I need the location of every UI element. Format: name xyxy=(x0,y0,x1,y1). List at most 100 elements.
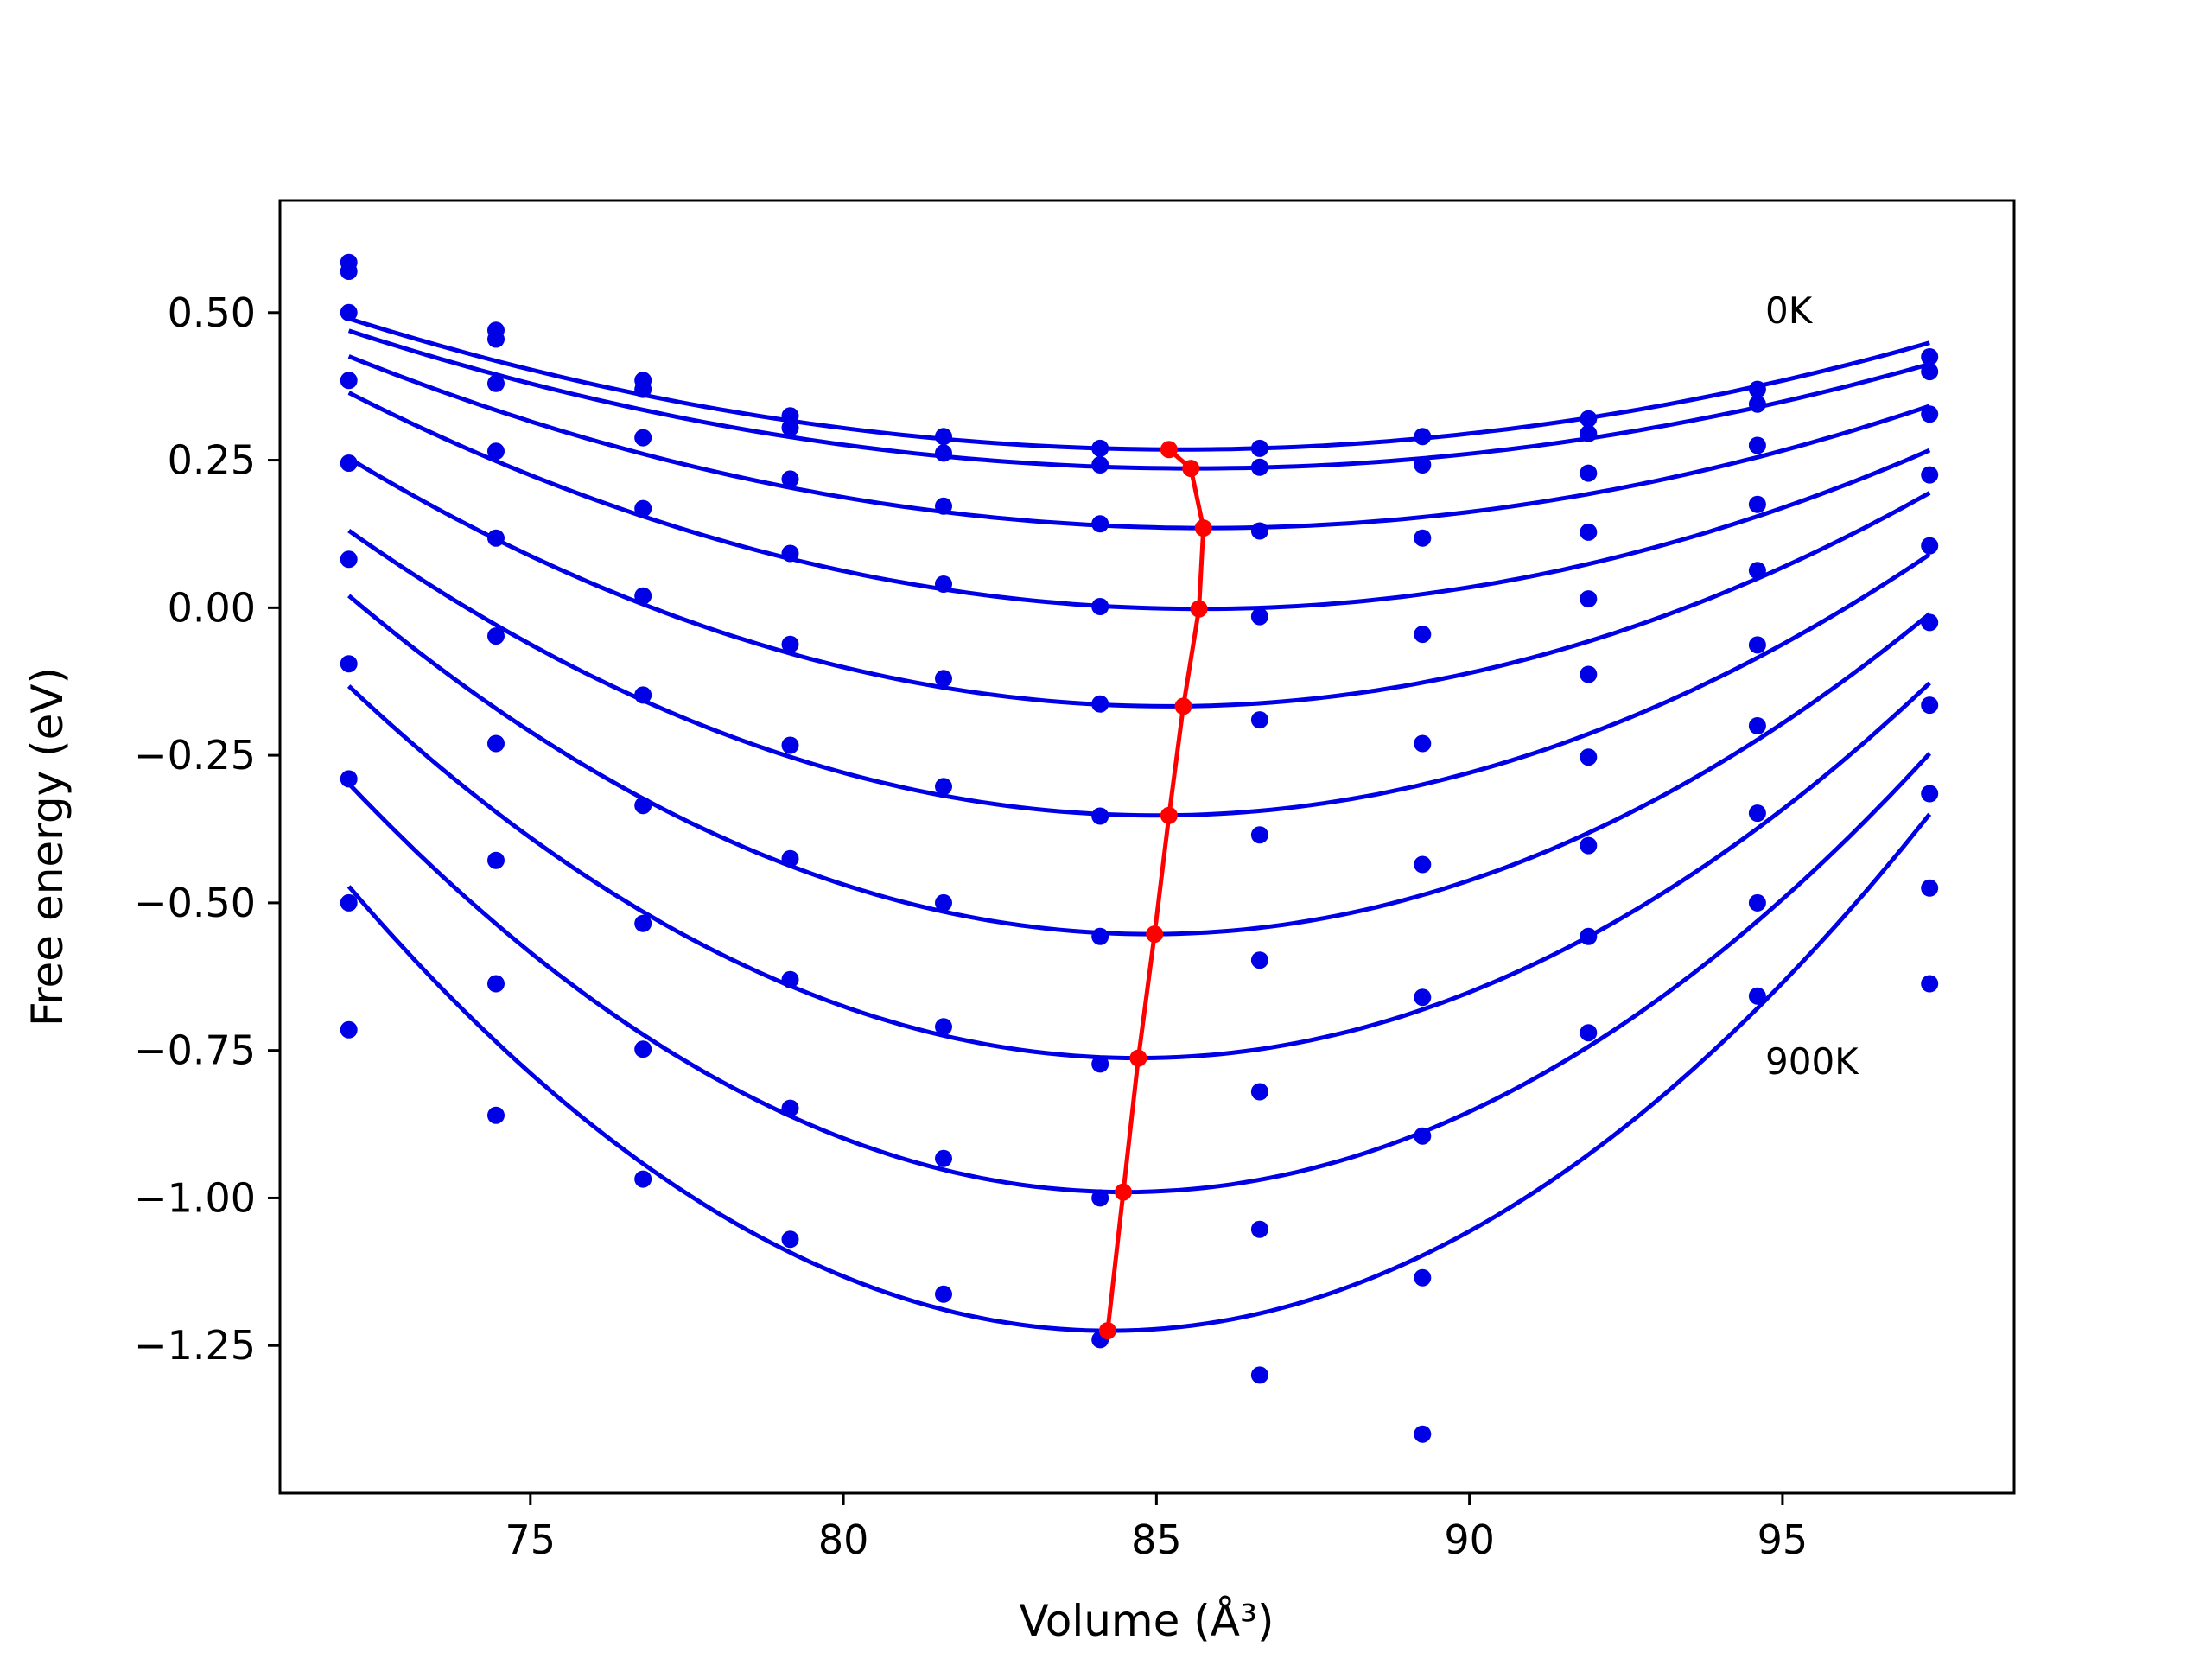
minimum-point xyxy=(1129,1049,1147,1067)
data-point xyxy=(1250,522,1268,540)
x-axis-label: Volume (Å³) xyxy=(1019,1596,1274,1646)
data-point xyxy=(781,849,799,868)
data-point xyxy=(1250,1220,1268,1238)
data-point xyxy=(781,544,799,563)
data-point xyxy=(1091,1055,1109,1073)
y-tick-label: 0.50 xyxy=(168,289,256,336)
y-tick-label: −0.25 xyxy=(134,732,256,779)
data-point xyxy=(487,975,505,993)
data-point xyxy=(1748,636,1766,654)
data-point xyxy=(634,499,652,518)
data-point xyxy=(487,374,505,392)
data-point xyxy=(487,851,505,869)
data-point xyxy=(1748,495,1766,513)
data-point xyxy=(340,893,358,912)
minimum-point xyxy=(1098,1322,1116,1340)
data-point xyxy=(1748,717,1766,734)
y-tick-label: −0.50 xyxy=(134,880,256,926)
data-point xyxy=(935,893,952,912)
y-tick-label: 0.25 xyxy=(168,437,256,484)
plot-frame xyxy=(278,199,2016,1495)
fit-curve-4 xyxy=(347,456,1931,709)
data-point xyxy=(487,734,505,753)
data-point xyxy=(1748,395,1766,413)
data-point xyxy=(935,1285,952,1303)
plot-marks xyxy=(340,253,1939,1443)
data-point xyxy=(1748,562,1766,580)
data-point xyxy=(1414,988,1432,1007)
data-point xyxy=(935,1018,952,1036)
y-axis: 0.50 0.25 0.00 −0.25 −0.50 −0.75 −1.00 −1.25 xyxy=(134,289,280,1369)
fit-curve-1 xyxy=(347,328,1930,471)
data-point xyxy=(781,419,799,436)
data-point xyxy=(1414,1127,1432,1145)
minimum-point xyxy=(1160,441,1178,459)
data-point xyxy=(340,372,358,390)
minimum-point xyxy=(1146,925,1164,944)
data-point xyxy=(1748,893,1766,912)
data-point xyxy=(781,470,799,488)
data-point xyxy=(1921,785,1939,803)
data-point xyxy=(1414,855,1432,874)
x-tick-label: 90 xyxy=(1444,1516,1495,1563)
data-point xyxy=(340,454,358,472)
data-point xyxy=(340,770,358,788)
minimum-point xyxy=(1115,1183,1132,1201)
data-point xyxy=(1250,1083,1268,1101)
data-point xyxy=(1414,1425,1432,1443)
fit-curve-5 xyxy=(347,529,1931,818)
data-point xyxy=(1250,951,1268,969)
data-point xyxy=(1580,410,1598,428)
data-point xyxy=(781,1230,799,1249)
data-point xyxy=(487,529,505,547)
data-point xyxy=(1414,529,1432,547)
data-point xyxy=(1250,439,1268,457)
data-point xyxy=(1250,826,1268,844)
data-point xyxy=(340,550,358,569)
annotation-0k: 0K xyxy=(1765,289,1814,332)
y-tick-label: 0.00 xyxy=(168,584,256,631)
data-point xyxy=(1414,1268,1432,1287)
data-point xyxy=(1921,613,1939,632)
minimum-point xyxy=(1174,697,1192,715)
data-point xyxy=(1091,456,1109,474)
data-point xyxy=(1091,598,1109,615)
data-point xyxy=(1091,807,1109,825)
data-point xyxy=(1748,987,1766,1005)
data-point xyxy=(1580,665,1598,683)
x-tick-label: 80 xyxy=(818,1516,869,1563)
data-point xyxy=(1580,748,1598,766)
data-point xyxy=(935,428,952,446)
data-point xyxy=(634,914,652,932)
data-point xyxy=(1091,695,1109,713)
data-point xyxy=(1748,804,1766,823)
minimum-point xyxy=(1194,519,1212,537)
minimum-point xyxy=(1182,460,1200,478)
x-tick-label: 75 xyxy=(505,1516,556,1563)
data-point xyxy=(487,1106,505,1124)
data-point xyxy=(935,1149,952,1167)
data-point xyxy=(634,797,652,815)
data-point xyxy=(1921,975,1939,993)
data-point xyxy=(1921,466,1939,484)
minimum-point xyxy=(1190,600,1208,618)
data-point xyxy=(1921,348,1939,365)
data-point xyxy=(487,330,505,348)
data-point xyxy=(1580,523,1598,541)
y-tick-label: −1.25 xyxy=(134,1322,256,1369)
data-point xyxy=(781,970,799,988)
data-point xyxy=(1921,696,1939,715)
fit-curve-8 xyxy=(346,752,1932,1195)
data-point xyxy=(935,575,952,593)
data-point xyxy=(1414,734,1432,753)
data-point xyxy=(634,587,652,605)
data-point xyxy=(1091,1189,1109,1207)
x-tick-label: 85 xyxy=(1131,1516,1182,1563)
data-point xyxy=(935,778,952,796)
fit-curve-2 xyxy=(347,354,1930,531)
data-point xyxy=(1414,456,1432,474)
data-point xyxy=(634,380,652,398)
data-point xyxy=(634,429,652,447)
data-point xyxy=(1414,428,1432,446)
